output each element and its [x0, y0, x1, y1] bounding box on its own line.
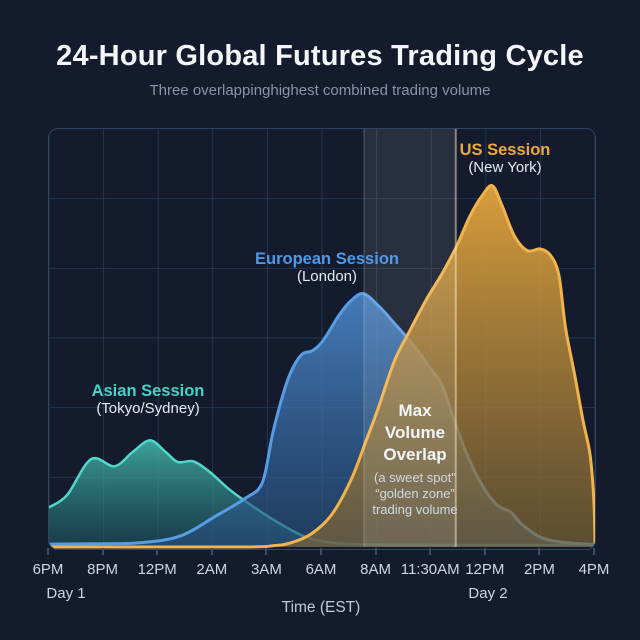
day1-label: Day 1 [46, 585, 86, 602]
overlap-sub-line: “golden zone” [375, 486, 455, 501]
us-session-label: US Session (New York) [425, 141, 585, 177]
area-2 [49, 185, 595, 547]
overlap-title-line: Overlap [383, 445, 447, 464]
x-tick-label: 8PM [87, 561, 119, 578]
x-tick-mark [538, 548, 541, 555]
page-title: 24-Hour Global Futures Trading Cycle [56, 40, 584, 72]
x-tick-mark [429, 548, 432, 555]
x-tick-label: 12PM [465, 561, 505, 578]
x-tick-mark [374, 548, 377, 555]
x-tick-label: 8AM [360, 561, 392, 578]
asian-session-subtitle: (Tokyo/Sydney) [96, 400, 200, 417]
x-tick-mark [320, 548, 322, 555]
x-tick-mark [210, 548, 213, 555]
x-tick-label: 6PM [32, 561, 64, 578]
us-session-title: US Session [459, 141, 551, 159]
x-tick-mark [265, 548, 268, 555]
x-tick-mark [593, 548, 595, 555]
overlap-sub-line: (a sweet spot" [374, 470, 456, 485]
x-tick-label: 11:30AM [400, 561, 460, 578]
overlap-title-line: Volume [384, 423, 446, 442]
european-session-subtitle: (London) [296, 268, 358, 285]
day2-label: Day 2 [468, 585, 508, 602]
overlap-sub-line: trading volume [372, 502, 458, 517]
x-tick-mark [156, 548, 159, 555]
asian-session-title: Asian Session [91, 382, 205, 400]
european-session-title: European Session [255, 250, 399, 268]
x-tick-mark [101, 548, 104, 555]
european-session-label: European Session (London) [227, 250, 427, 286]
sessions-area-chart [49, 129, 595, 549]
us-session-subtitle: (New York) [468, 159, 542, 176]
x-tick-label: 2AM [196, 561, 228, 578]
asian-session-label: Asian Session (Tokyo/Sydney) [67, 382, 229, 418]
x-tick-mark [483, 548, 486, 555]
x-tick-label: 6AM [305, 561, 337, 578]
chart-panel [48, 128, 596, 550]
page-subtitle: Three overlappinghighest combined tradin… [149, 82, 491, 99]
max-volume-overlap-annotation: Max Volume Overlap (a sweet spot" “golde… [345, 400, 485, 518]
overlap-title-line: Max [398, 401, 432, 420]
x-tick-label: 4PM [578, 561, 610, 578]
x-axis-title: Time (EST) [281, 599, 361, 616]
x-tick-label: 2PM [523, 561, 555, 578]
area-0 [49, 440, 595, 547]
x-tick-mark [47, 548, 49, 555]
x-tick-label: 3AM [250, 561, 282, 578]
x-tick-label: 12PM [137, 561, 177, 578]
x-axis: 6PM 8PM 12PM 2AM 3AM 6AM 8AM 11:30AM 12PM 2PM 4PM [0, 548, 640, 584]
